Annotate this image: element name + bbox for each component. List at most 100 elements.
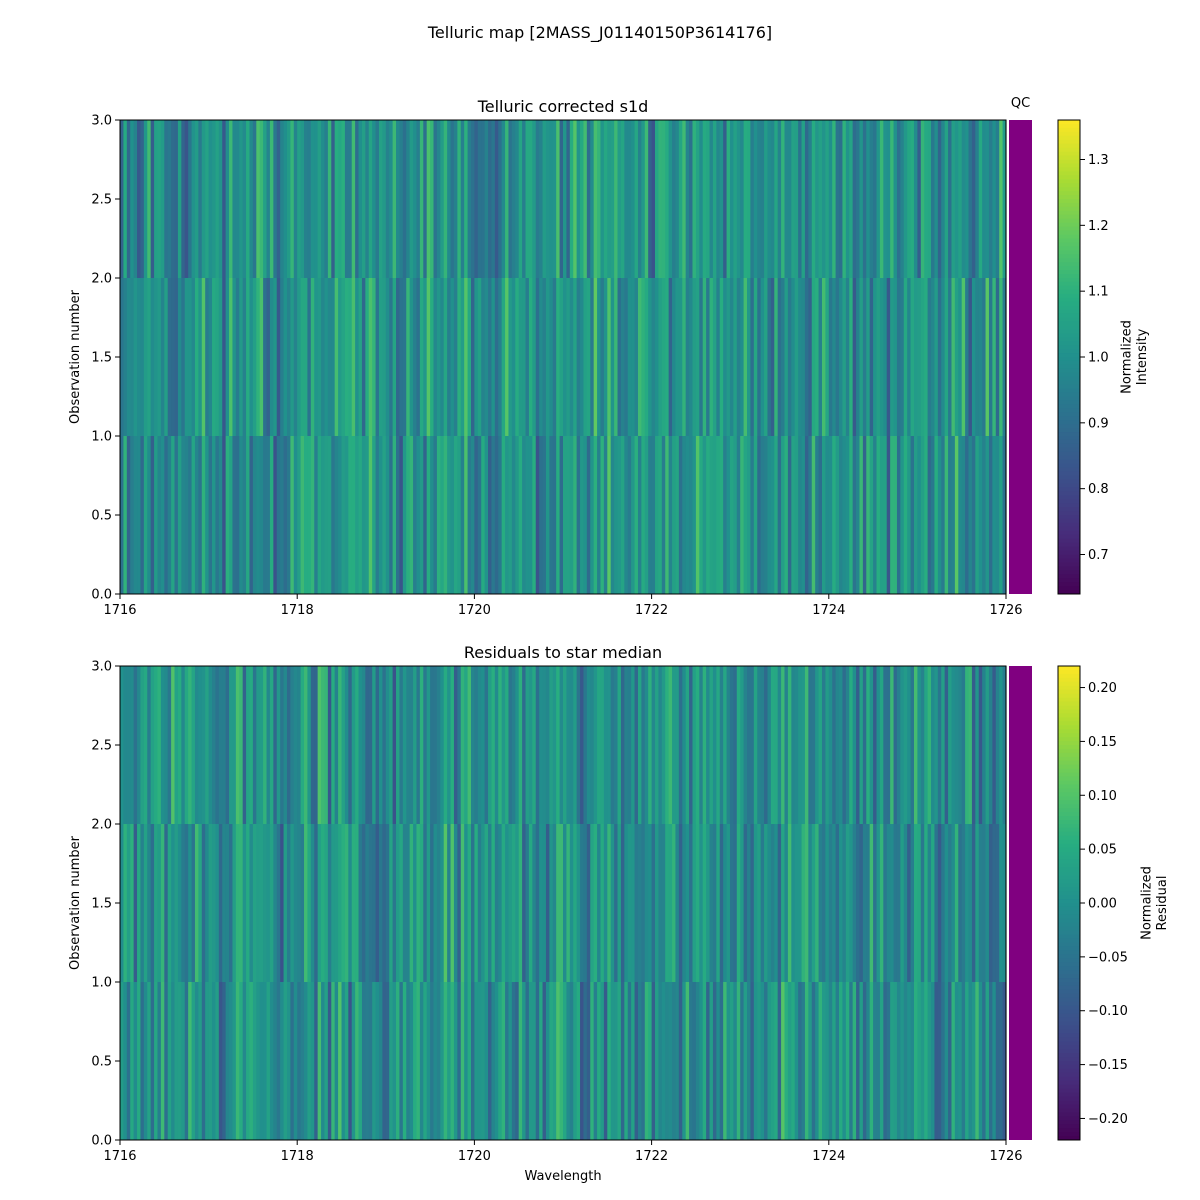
colorbar-segment bbox=[1058, 1096, 1080, 1101]
heatmap-cell bbox=[586, 436, 591, 594]
heatmap-cell bbox=[167, 824, 172, 982]
heatmap-cell bbox=[269, 982, 274, 1140]
heatmap-cell bbox=[556, 436, 561, 594]
heatmap-cell bbox=[433, 120, 438, 278]
heatmap-cell bbox=[839, 120, 844, 278]
heatmap-cell bbox=[573, 982, 578, 1140]
heatmap-cell bbox=[590, 824, 595, 982]
heatmap-cell bbox=[600, 120, 605, 278]
colorbar-segment bbox=[1058, 416, 1080, 421]
heatmap-cell bbox=[944, 824, 949, 982]
colorbar-segment bbox=[1058, 400, 1080, 405]
heatmap-cell bbox=[685, 436, 690, 594]
heatmap-cell bbox=[866, 120, 871, 278]
x-axis-label: Wavelength bbox=[524, 1169, 601, 1184]
colorbar-segment bbox=[1058, 463, 1080, 469]
heatmap-cell bbox=[283, 278, 288, 436]
heatmap-cell bbox=[181, 666, 186, 824]
colorbar-segment bbox=[1058, 428, 1080, 433]
heatmap-cell bbox=[433, 278, 438, 436]
heatmap-cell bbox=[351, 436, 356, 594]
heatmap-cell bbox=[501, 666, 506, 824]
heatmap-cell bbox=[934, 666, 939, 824]
heatmap-cell bbox=[988, 120, 993, 278]
heatmap-cell bbox=[263, 436, 268, 594]
colorbar-segment bbox=[1058, 891, 1080, 896]
heatmap-cell bbox=[549, 982, 554, 1140]
heatmap-cell bbox=[934, 120, 939, 278]
heatmap-cell bbox=[484, 982, 489, 1140]
heatmap-cell bbox=[263, 982, 268, 1140]
heatmap-cell bbox=[716, 666, 721, 824]
heatmap-cell bbox=[607, 278, 612, 436]
heatmap-cell bbox=[886, 666, 891, 824]
heatmap-cell bbox=[597, 666, 602, 824]
heatmap-cell bbox=[147, 666, 152, 824]
heatmap-cell bbox=[811, 278, 816, 436]
x-tick-label: 1720 bbox=[458, 603, 491, 618]
heatmap-cell bbox=[470, 666, 475, 824]
heatmap-cell bbox=[528, 278, 533, 436]
heatmap-cell bbox=[426, 982, 431, 1140]
heatmap-cell bbox=[712, 824, 717, 982]
heatmap-cell bbox=[290, 120, 295, 278]
colorbar-segment bbox=[1058, 701, 1080, 706]
heatmap-cell bbox=[859, 666, 864, 824]
heatmap-cell bbox=[753, 666, 758, 824]
heatmap-cell bbox=[225, 436, 230, 594]
heatmap-cell bbox=[716, 824, 721, 982]
heatmap-cell bbox=[498, 982, 503, 1140]
heatmap-cell bbox=[205, 278, 210, 436]
heatmap-cell bbox=[999, 278, 1004, 436]
heatmap-cell bbox=[392, 666, 397, 824]
heatmap-cell bbox=[944, 666, 949, 824]
heatmap-cell bbox=[893, 278, 898, 436]
heatmap-cell bbox=[736, 278, 741, 436]
heatmap-cell bbox=[576, 278, 581, 436]
heatmap-cell bbox=[443, 666, 448, 824]
heatmap-cell bbox=[958, 278, 963, 436]
colorbar-segment bbox=[1058, 1124, 1080, 1129]
heatmap-cell bbox=[917, 666, 922, 824]
heatmap-cell bbox=[508, 824, 513, 982]
heatmap-cell bbox=[552, 666, 557, 824]
heatmap-cell bbox=[750, 666, 755, 824]
heatmap-cell bbox=[733, 666, 738, 824]
heatmap-cell bbox=[661, 436, 666, 594]
heatmap-cell bbox=[743, 982, 748, 1140]
heatmap-cell bbox=[559, 824, 564, 982]
colorbar-segment bbox=[1058, 270, 1080, 275]
heatmap-cell bbox=[556, 824, 561, 982]
heatmap-cell bbox=[566, 278, 571, 436]
heatmap-cell bbox=[436, 982, 441, 1140]
heatmap-cell bbox=[508, 982, 513, 1140]
heatmap-cell bbox=[249, 824, 254, 982]
heatmap-cell bbox=[385, 278, 390, 436]
colorbar-segment bbox=[1058, 357, 1080, 362]
colorbar-label: NormalizedResidual bbox=[1139, 866, 1170, 940]
heatmap-cell bbox=[597, 824, 602, 982]
heatmap-cell bbox=[958, 982, 963, 1140]
heatmap-cell bbox=[457, 278, 462, 436]
heatmap-cell bbox=[198, 824, 203, 982]
heatmap-cell bbox=[358, 278, 363, 436]
heatmap-cell bbox=[430, 666, 435, 824]
heatmap-cell bbox=[883, 824, 888, 982]
colorbar-tick-label: 0.9 bbox=[1088, 416, 1109, 431]
heatmap-cell bbox=[883, 666, 888, 824]
colorbar-segment bbox=[1058, 1029, 1080, 1034]
heatmap-cell bbox=[900, 666, 905, 824]
heatmap-cell bbox=[651, 278, 656, 436]
heatmap-cell bbox=[593, 982, 598, 1140]
heatmap-cell bbox=[866, 436, 871, 594]
heatmap-cell bbox=[310, 120, 315, 278]
colorbar-segment bbox=[1058, 262, 1080, 267]
colorbar-segment bbox=[1058, 887, 1080, 892]
x-tick-label: 1722 bbox=[635, 603, 668, 618]
heatmap-cell bbox=[719, 278, 724, 436]
heatmap-cell bbox=[498, 278, 503, 436]
x-tick-label: 1726 bbox=[989, 1149, 1022, 1164]
heatmap-cell bbox=[522, 982, 527, 1140]
heatmap-cell bbox=[232, 278, 237, 436]
